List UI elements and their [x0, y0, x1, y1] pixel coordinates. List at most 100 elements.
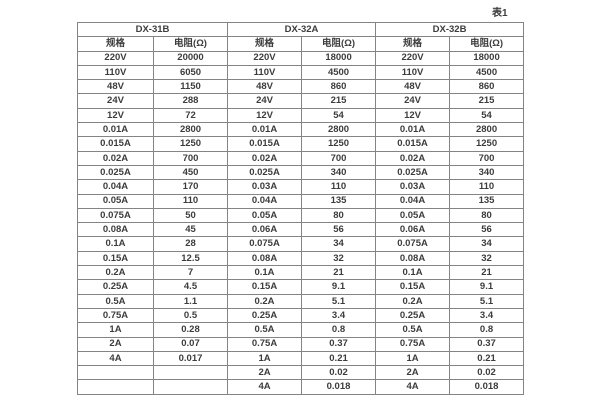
resistance-cell: 72 [152, 107, 229, 124]
table-row: 0.75A 0.5 0.25A 3.4 0.25A 3.4 [77, 307, 525, 324]
spec-cell: 220V [375, 50, 451, 66]
spec-cell: 0.05A [77, 193, 154, 209]
spec-cell: 4A [375, 379, 451, 395]
resistance-column-header: 电阻(Ω) [301, 36, 377, 52]
spec-column-header: 规格 [77, 36, 154, 52]
spec-cell: 0.04A [227, 193, 303, 209]
group-header-row: DX-31B DX-32A DX-32B [76, 21, 525, 38]
table-row: 4A 0.018 4A 0.018 [77, 379, 525, 395]
spec-cell: 0.05A [375, 207, 451, 224]
spec-cell: 0.03A [375, 179, 451, 195]
spec-cell: 0.25A [77, 279, 154, 295]
resistance-cell: 34 [301, 236, 377, 252]
table-row: 0.075A 50 0.05A 80 0.05A 80 [77, 207, 525, 224]
spec-cell: 1A [227, 350, 303, 367]
spec-cell: 12V [227, 107, 303, 124]
spec-cell: 0.2A [375, 293, 451, 309]
spec-cell: 0.04A [375, 193, 451, 209]
group-header-dx31b: DX-31B [76, 21, 229, 38]
spec-column-header: 规格 [375, 36, 451, 52]
spec-cell: 24V [77, 93, 154, 109]
resistance-cell: 0.07 [152, 336, 229, 352]
resistance-cell: 0.02 [449, 365, 525, 381]
spec-cell: 110V [77, 64, 154, 81]
resistance-cell: 4500 [449, 64, 525, 81]
resistance-cell: 18000 [449, 50, 525, 66]
resistance-cell: 50 [152, 207, 229, 224]
resistance-cell: 1250 [449, 136, 525, 152]
spec-table: DX-31B DX-32A DX-32B 规格 电阻(Ω) 规格 电阻(Ω) 规… [76, 21, 525, 395]
table-row: 0.01A 2800 0.01A 2800 0.01A 2800 [77, 122, 525, 138]
spec-cell: 0.1A [375, 265, 451, 281]
spec-cell: 0.015A [375, 136, 451, 152]
resistance-cell: 0.21 [449, 350, 525, 367]
resistance-cell: 700 [301, 150, 377, 166]
spec-cell: 0.15A [77, 250, 154, 267]
table-row: 0.05A 110 0.04A 135 0.04A 135 [77, 193, 525, 209]
resistance-cell: 0.28 [152, 322, 229, 338]
resistance-cell: 9.1 [449, 279, 525, 295]
spec-cell: 0.75A [77, 307, 154, 324]
resistance-cell: 110 [449, 179, 525, 195]
spec-cell: 0.25A [375, 307, 451, 324]
resistance-cell: 56 [449, 222, 525, 238]
resistance-cell: 4.5 [152, 279, 229, 295]
resistance-cell: 110 [152, 193, 229, 209]
spec-cell: 1A [77, 322, 154, 338]
group-header-dx32a: DX-32A [227, 21, 377, 38]
spec-cell: 4A [227, 379, 303, 395]
spec-cell: 48V [77, 79, 154, 95]
resistance-cell: 288 [152, 93, 229, 109]
resistance-cell: 135 [449, 193, 525, 209]
resistance-cell: 5.1 [301, 293, 377, 309]
resistance-cell: 21 [301, 265, 377, 281]
table-row: 0.02A 700 0.02A 700 0.02A 700 [77, 150, 525, 166]
resistance-cell: 32 [301, 250, 377, 267]
spec-cell [77, 379, 154, 395]
spec-cell [77, 365, 154, 381]
spec-cell: 0.02A [77, 150, 154, 166]
spec-cell: 0.025A [227, 164, 303, 181]
resistance-cell: 0.5 [152, 307, 229, 324]
resistance-cell: 1250 [152, 136, 229, 152]
resistance-cell: 700 [152, 150, 229, 166]
resistance-cell: 0.017 [152, 350, 229, 367]
spec-cell: 0.075A [77, 207, 154, 224]
spec-cell: 0.05A [227, 207, 303, 224]
spec-cell: 12V [77, 107, 154, 124]
resistance-cell [152, 379, 229, 395]
spec-cell: 2A [77, 336, 154, 352]
resistance-cell: 110 [301, 179, 377, 195]
spec-cell: 0.015A [227, 136, 303, 152]
spec-cell: 0.01A [227, 122, 303, 138]
resistance-cell: 28 [152, 236, 229, 252]
spec-cell: 0.03A [227, 179, 303, 195]
spec-cell: 0.08A [227, 250, 303, 267]
resistance-cell: 0.018 [301, 379, 377, 395]
spec-cell: 24V [375, 93, 451, 109]
table-row: 0.5A 1.1 0.2A 5.1 0.2A 5.1 [77, 293, 525, 309]
resistance-cell: 0.21 [301, 350, 377, 367]
resistance-cell: 80 [301, 207, 377, 224]
spec-cell: 0.15A [227, 279, 303, 295]
resistance-cell: 4500 [301, 64, 377, 81]
resistance-cell: 21 [449, 265, 525, 281]
resistance-cell: 2800 [152, 122, 229, 138]
table-row: 0.015A 1250 0.015A 1250 0.015A 1250 [77, 136, 525, 152]
resistance-cell: 860 [449, 79, 525, 95]
spec-column-header: 规格 [227, 36, 303, 52]
resistance-cell: 3.4 [449, 307, 525, 324]
spec-cell: 2A [375, 365, 451, 381]
resistance-cell: 20000 [152, 50, 229, 66]
table-row: 12V 72 12V 54 12V 54 [77, 107, 525, 124]
spec-cell: 0.01A [375, 122, 451, 138]
resistance-cell: 6050 [152, 64, 229, 81]
table-caption: 表1 [492, 8, 508, 19]
column-header-row: 规格 电阻(Ω) 规格 电阻(Ω) 规格 电阻(Ω) [77, 36, 525, 52]
resistance-cell: 1150 [152, 79, 229, 95]
spec-cell: 0.25A [227, 307, 303, 324]
spec-cell: 2A [227, 365, 303, 381]
table-header: DX-31B DX-32A DX-32B 规格 电阻(Ω) 规格 电阻(Ω) 规… [76, 21, 525, 52]
resistance-cell: 45 [152, 222, 229, 238]
